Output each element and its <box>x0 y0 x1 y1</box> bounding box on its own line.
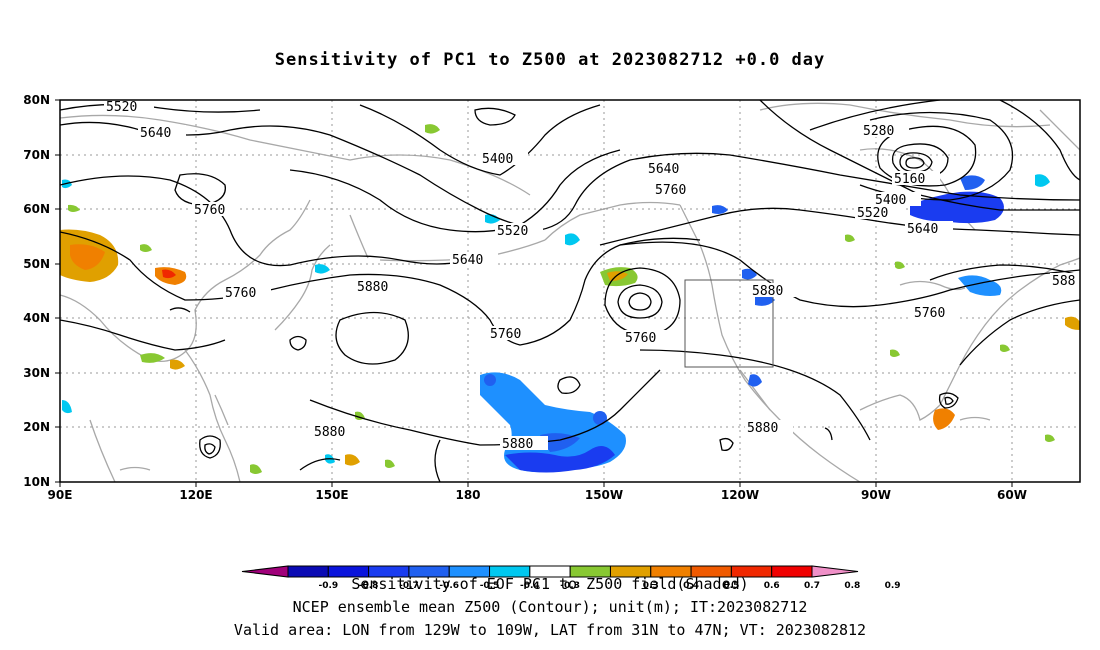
colorbar-label: 0.7 <box>804 581 820 591</box>
contour-label: 5520 <box>497 224 528 239</box>
lat-label: 50N <box>23 257 50 271</box>
latitude-labels: 80N 70N 60N 50N 40N 30N 20N 10N <box>23 93 50 489</box>
lon-label: 150E <box>315 488 348 502</box>
lat-label: 20N <box>23 420 50 434</box>
colorbar-label: -0.7 <box>399 581 419 591</box>
tick-marks <box>55 99 1013 487</box>
contour-label: 5640 <box>648 162 679 177</box>
colorbar-label: -0.3 <box>560 581 580 591</box>
caption-shading: Sensitivity of EOF PC1 to Z500 field(Sha… <box>351 575 749 593</box>
colorbar-label: 0.6 <box>764 581 780 591</box>
z500-contours <box>60 100 1080 482</box>
contour-label: 5520 <box>857 206 888 221</box>
lat-label: 40N <box>23 311 50 325</box>
colorbar-label: -0.6 <box>439 581 459 591</box>
contour-label: 5760 <box>914 306 945 321</box>
contour-label: 5280 <box>863 124 894 139</box>
caption-valid-area: Valid area: LON from 129W to 109W, LAT f… <box>233 621 867 639</box>
map-title: Sensitivity of PC1 to Z500 at 2023082712… <box>274 50 826 70</box>
colorbar-label: 0.5 <box>723 581 739 591</box>
colorbar-label: -0.8 <box>359 581 379 591</box>
contour-labels: 5520 5640 5760 5400 5520 5640 5760 5880 … <box>104 99 1080 452</box>
colorbar-label: 0.8 <box>844 581 860 591</box>
caption-contour: NCEP ensemble mean Z500 (Contour); unit(… <box>292 598 808 616</box>
contour-label: 5880 <box>314 425 345 440</box>
lon-label: 120W <box>721 488 759 502</box>
lat-label: 10N <box>23 475 50 489</box>
contour-label: 5760 <box>194 203 225 218</box>
lat-label: 60N <box>23 202 50 216</box>
contour-label: 5640 <box>140 126 171 141</box>
colorbar-label: -0.4 <box>520 581 540 591</box>
contour-label: 5880 <box>752 284 783 299</box>
contour-label: 5880 <box>747 421 778 436</box>
lat-label: 70N <box>23 148 50 162</box>
contour-label: 5760 <box>655 183 686 198</box>
contour-label: 5880 <box>502 437 533 452</box>
contour-label: 5640 <box>452 253 483 268</box>
colorbar-arrow-right <box>811 565 859 578</box>
contour-label: 5760 <box>490 327 521 342</box>
lon-label: 90W <box>861 488 891 502</box>
colorbar-label: 0.3 <box>643 581 659 591</box>
contour-label: 5400 <box>482 152 513 167</box>
colorbar-label: -0.9 <box>318 581 338 591</box>
lat-label: 80N <box>23 93 50 107</box>
contour-label: 5760 <box>625 331 656 346</box>
colorbar-label: 0.4 <box>683 581 699 591</box>
colorbar: -0.9 -0.8 -0.7 -0.6 -0.5 -0.4 -0.3 0.3 0.4 0.5 0.6… <box>241 565 901 591</box>
contour-label: 5760 <box>225 286 256 301</box>
valid-area-box <box>684 279 774 368</box>
lon-label: 120E <box>179 488 212 502</box>
lon-label: 60W <box>997 488 1027 502</box>
longitude-labels: 90E 120E 150E 180 150W 120W 90W 60W <box>48 488 1027 502</box>
lon-label: 180 <box>455 488 480 502</box>
contour-label: 588 <box>1052 274 1075 289</box>
contour-label: 5160 <box>894 172 925 187</box>
lon-label: 150W <box>585 488 623 502</box>
contour-label: 5880 <box>357 280 388 295</box>
colorbar-label: -0.5 <box>480 581 500 591</box>
plot-frame <box>59 99 1081 483</box>
contour-label: 5640 <box>907 222 938 237</box>
colorbar-label: 0.9 <box>885 581 901 591</box>
lat-label: 30N <box>23 366 50 380</box>
lon-label: 90E <box>48 488 73 502</box>
contour-label: 5400 <box>875 193 906 208</box>
contour-label: 5520 <box>106 100 137 115</box>
